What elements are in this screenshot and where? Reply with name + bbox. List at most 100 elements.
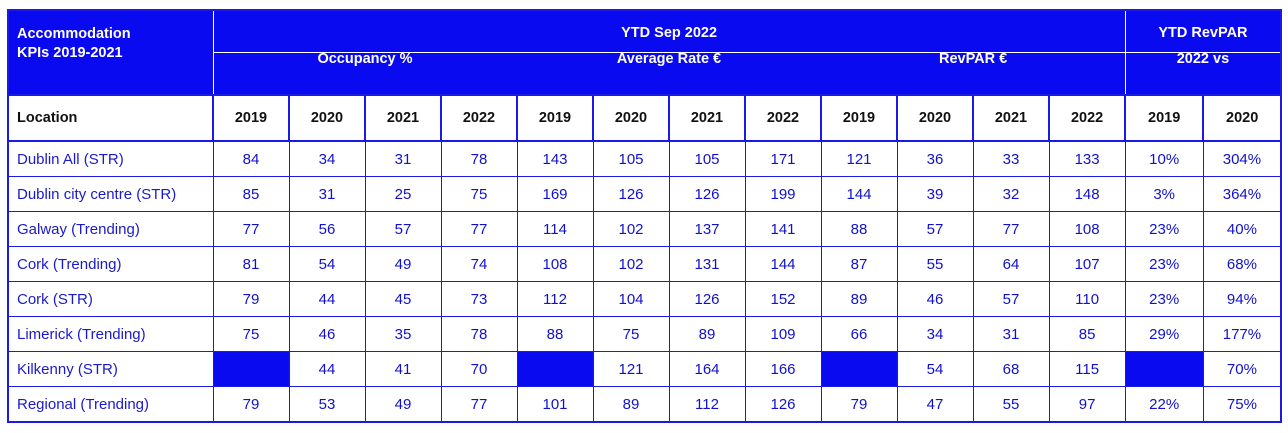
value-cell: 112 [668, 386, 746, 423]
year-column-header: 2019 [516, 94, 594, 142]
ytd-revpar-sub-header: 2022 vs [1124, 50, 1282, 96]
value-cell: 75 [212, 316, 290, 352]
value-cell: 144 [820, 176, 898, 212]
value-cell: 39 [896, 176, 974, 212]
table-row: Dublin city centre (STR) 85 31 25 75 169 126 12… [7, 176, 1282, 212]
value-cell: 89 [592, 386, 670, 423]
value-cell: 144 [744, 246, 822, 282]
value-cell: 88 [516, 316, 594, 352]
value-cell: 126 [592, 176, 670, 212]
value-cell: 3% [1124, 176, 1204, 212]
value-cell: 137 [668, 211, 746, 247]
value-cell: 88 [820, 211, 898, 247]
value-cell: 23% [1124, 281, 1204, 317]
value-cell: 114 [516, 211, 594, 247]
value-cell: 55 [896, 246, 974, 282]
value-cell: 54 [288, 246, 366, 282]
value-cell: 23% [1124, 211, 1204, 247]
value-cell: 102 [592, 246, 670, 282]
occupancy-group-header: Occupancy % [212, 50, 518, 96]
value-cell: 108 [1048, 211, 1126, 247]
year-column-header: 2020 [896, 94, 974, 142]
value-cell: 55 [972, 386, 1050, 423]
year-column-header: 2019 [1124, 94, 1205, 142]
value-cell: 57 [972, 281, 1050, 317]
value-cell: 54 [896, 351, 974, 387]
value-cell: 85 [212, 176, 290, 212]
value-cell: 36 [896, 140, 974, 177]
value-cell: 104 [592, 281, 670, 317]
value-cell: 141 [744, 211, 822, 247]
value-cell: 105 [668, 140, 746, 177]
year-column-header: 2020 [288, 94, 366, 142]
table-row: Cork (STR) 79 44 45 73 112 104 126 152 89 46 57 110 2… [7, 281, 1282, 317]
value-cell: 34 [896, 316, 974, 352]
ytd-revpar-sub-label: 2022 vs [1176, 50, 1230, 67]
value-cell: 75 [440, 176, 518, 212]
value-cell: 102 [592, 211, 670, 247]
location-cell: Cork (STR) [7, 281, 214, 317]
value-cell: 152 [744, 281, 822, 317]
value-cell: 44 [288, 281, 366, 317]
value-cell: 126 [744, 386, 822, 423]
location-cell: Limerick (Trending) [7, 316, 214, 352]
table-row: Galway (Trending) 77 56 57 77 114 102 137 141 88 5… [7, 211, 1282, 247]
location-column-header: Location [7, 94, 214, 142]
location-cell: Galway (Trending) [7, 211, 214, 247]
value-cell: 109 [744, 316, 822, 352]
value-cell: 73 [440, 281, 518, 317]
value-cell: 41 [364, 351, 442, 387]
value-cell: 77 [440, 386, 518, 423]
year-column-header: 2021 [972, 94, 1050, 142]
value-cell: 46 [288, 316, 366, 352]
year-column-header: 2020 [1202, 94, 1283, 142]
value-cell: 31 [364, 140, 442, 177]
value-cell: 199 [744, 176, 822, 212]
value-cell: 148 [1048, 176, 1126, 212]
location-cell: Regional (Trending) [7, 386, 214, 423]
empty-cell [212, 351, 290, 387]
value-cell: 112 [516, 281, 594, 317]
value-cell: 121 [820, 140, 898, 177]
value-cell: 75% [1202, 386, 1282, 423]
value-cell: 23% [1124, 246, 1204, 282]
value-cell: 105 [592, 140, 670, 177]
accommodation-kpi-table: Accommodation KPIs 2019-2021 YTD Sep 202… [7, 9, 1283, 423]
year-column-header: 2019 [212, 94, 290, 142]
table-row: Limerick (Trending) 75 46 35 78 88 75 89 109 66 34… [7, 316, 1282, 352]
value-cell: 74 [440, 246, 518, 282]
value-cell: 79 [820, 386, 898, 423]
occupancy-group-label: Occupancy % [317, 50, 413, 67]
value-cell: 94% [1202, 281, 1282, 317]
rate-group-header: Average Rate € [516, 51, 822, 96]
value-cell: 121 [592, 351, 670, 387]
value-cell: 177% [1202, 316, 1282, 352]
value-cell: 31 [972, 316, 1050, 352]
kpi-table-container: Accommodation KPIs 2019-2021 YTD Sep 202… [7, 9, 1283, 423]
year-column-header: 2019 [820, 94, 898, 142]
value-cell: 85 [1048, 316, 1126, 352]
value-cell: 108 [516, 246, 594, 282]
value-cell: 40% [1202, 211, 1282, 247]
table-title: Accommodation KPIs 2019-2021 [7, 9, 214, 96]
value-cell: 133 [1048, 140, 1126, 177]
value-cell: 364% [1202, 176, 1282, 212]
value-cell: 89 [668, 316, 746, 352]
value-cell: 126 [668, 281, 746, 317]
location-cell: Kilkenny (STR) [7, 351, 214, 387]
revpar-group-label: RevPAR € [938, 50, 1008, 67]
value-cell: 131 [668, 246, 746, 282]
value-cell: 79 [212, 281, 290, 317]
value-cell: 97 [1048, 386, 1126, 423]
year-column-header: 2022 [744, 94, 822, 142]
value-cell: 29% [1124, 316, 1204, 352]
value-cell: 126 [668, 176, 746, 212]
value-cell: 115 [1048, 351, 1126, 387]
table-body: Dublin All (STR) 84 34 31 78 143 105 105 171 121 3… [7, 140, 1282, 423]
value-cell: 77 [440, 211, 518, 247]
ytd-revpar-header: YTD RevPAR [1124, 9, 1282, 53]
location-cell: Dublin city centre (STR) [7, 176, 214, 212]
location-cell: Dublin All (STR) [7, 140, 214, 177]
value-cell: 10% [1124, 140, 1204, 177]
table-row: Regional (Trending) 79 53 49 77 101 89 112 126 79… [7, 386, 1282, 423]
